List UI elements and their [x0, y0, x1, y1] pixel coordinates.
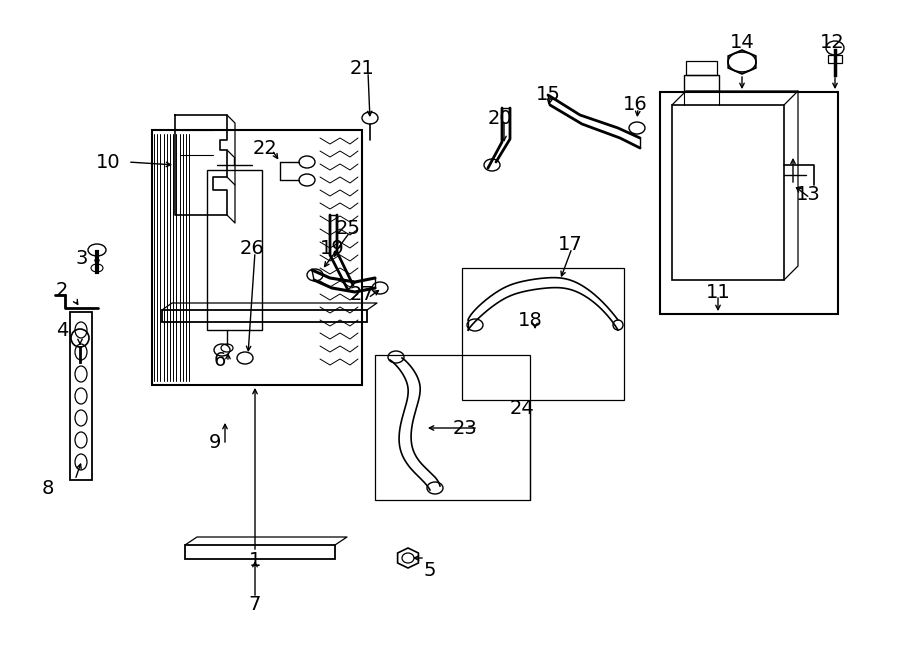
- Bar: [828, 55, 842, 63]
- Text: 23: 23: [453, 418, 477, 438]
- Text: 7: 7: [248, 596, 261, 615]
- Text: 6: 6: [214, 350, 226, 369]
- Text: 27: 27: [349, 286, 374, 305]
- Text: 19: 19: [320, 239, 345, 258]
- Text: 1: 1: [248, 551, 261, 570]
- Text: 16: 16: [623, 95, 647, 114]
- Text: 20: 20: [488, 108, 512, 128]
- Text: 8: 8: [41, 479, 54, 498]
- Text: 11: 11: [706, 282, 731, 301]
- Bar: [375, 355, 530, 500]
- Text: 21: 21: [349, 59, 374, 77]
- Text: 14: 14: [730, 32, 754, 52]
- Text: 9: 9: [209, 432, 221, 451]
- Text: 10: 10: [95, 153, 121, 171]
- Text: 12: 12: [820, 32, 844, 52]
- Bar: [660, 92, 838, 314]
- Bar: [70, 312, 92, 480]
- Bar: [162, 310, 367, 322]
- Text: 13: 13: [796, 186, 821, 204]
- Bar: [152, 130, 362, 385]
- Text: 15: 15: [536, 85, 561, 104]
- Text: 26: 26: [239, 239, 265, 258]
- Text: 5: 5: [424, 561, 436, 580]
- Text: 2: 2: [56, 280, 68, 299]
- Text: 3: 3: [76, 249, 88, 268]
- Text: 22: 22: [253, 139, 277, 157]
- Bar: [686, 61, 717, 75]
- Text: 25: 25: [336, 219, 360, 237]
- Bar: [185, 545, 335, 559]
- Text: 18: 18: [518, 311, 543, 329]
- Bar: [672, 105, 784, 280]
- Bar: [207, 170, 262, 330]
- Text: 24: 24: [509, 399, 535, 418]
- Bar: [462, 268, 624, 400]
- Bar: [684, 75, 719, 91]
- Text: 4: 4: [56, 321, 68, 340]
- Text: 17: 17: [558, 235, 582, 254]
